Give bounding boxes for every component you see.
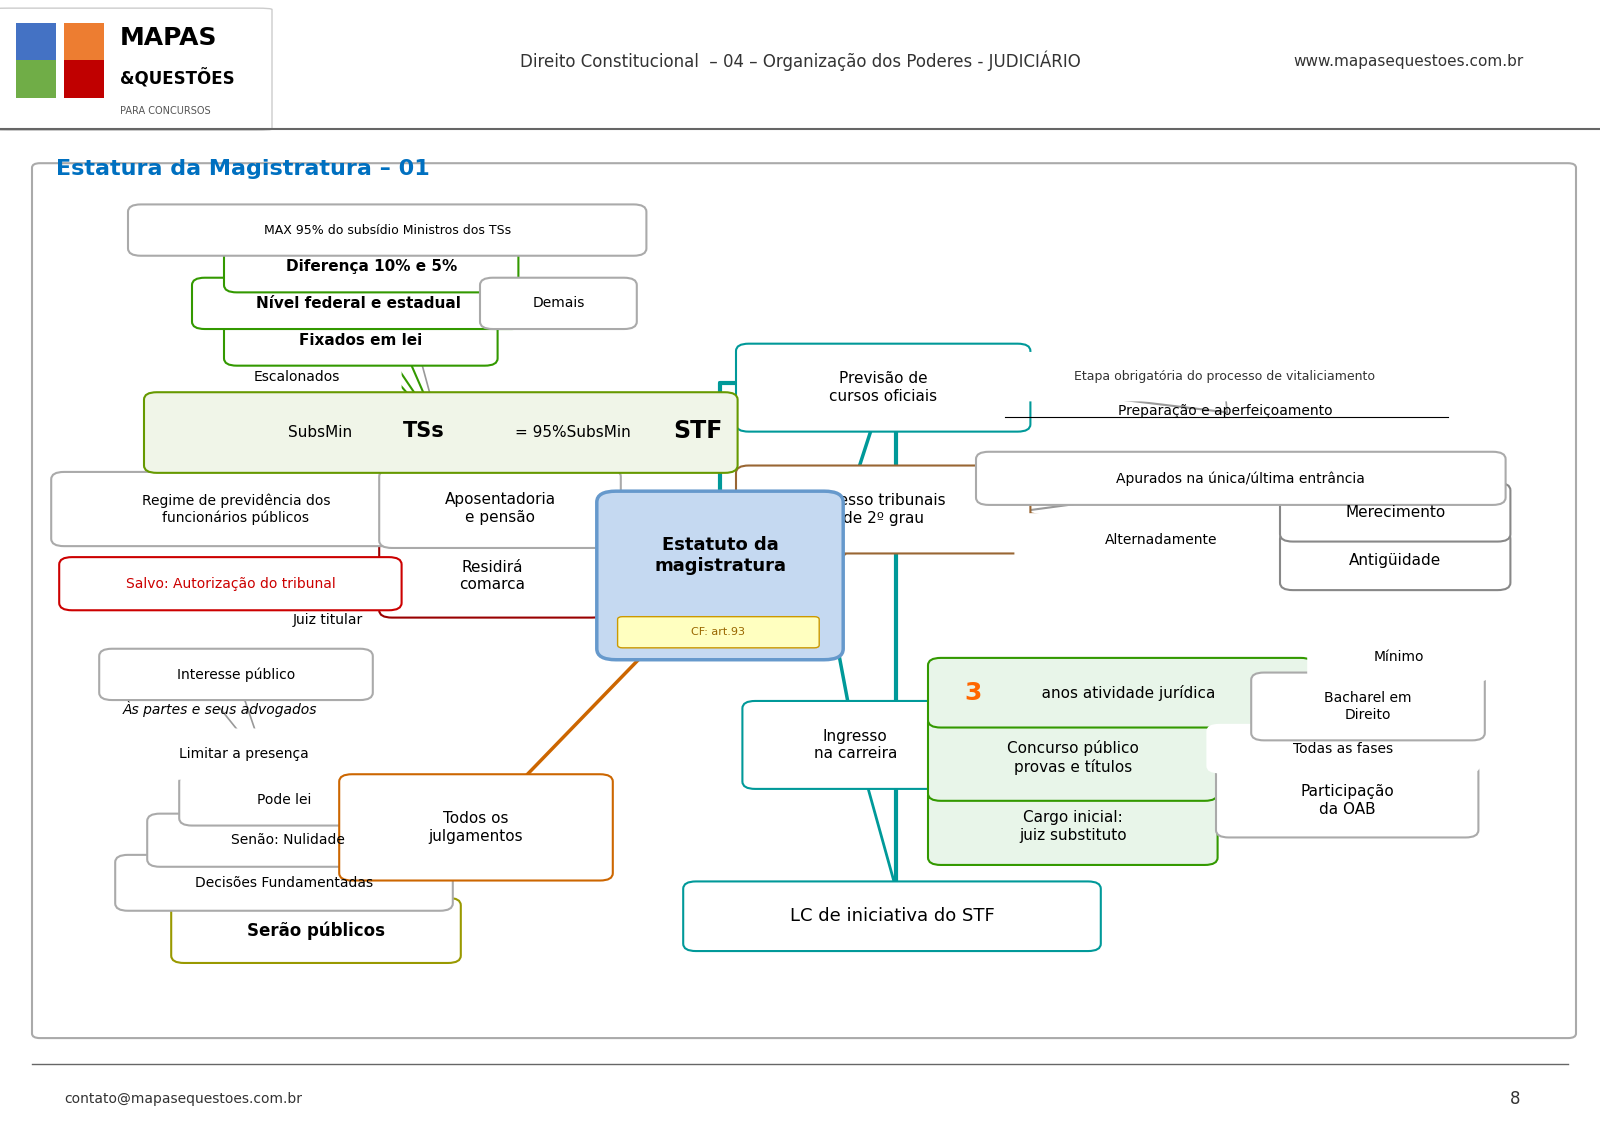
FancyBboxPatch shape — [99, 649, 373, 700]
Text: PARA CONCURSOS: PARA CONCURSOS — [120, 106, 211, 116]
Text: Decisões Fundamentadas: Decisões Fundamentadas — [195, 875, 373, 890]
Text: Aposentadoria
e pensão: Aposentadoria e pensão — [445, 492, 555, 525]
FancyBboxPatch shape — [99, 728, 389, 779]
FancyBboxPatch shape — [339, 775, 613, 881]
Text: Etapa obrigatória do processo de vitaliciamento: Etapa obrigatória do processo de vitalic… — [1074, 370, 1376, 383]
Text: Limitar a presença: Limitar a presença — [179, 748, 309, 761]
FancyBboxPatch shape — [976, 451, 1506, 504]
Text: Merecimento: Merecimento — [1346, 504, 1445, 520]
Text: = 95%SubsMin: = 95%SubsMin — [515, 425, 630, 440]
FancyBboxPatch shape — [64, 23, 104, 61]
FancyBboxPatch shape — [1307, 632, 1490, 682]
FancyBboxPatch shape — [16, 60, 56, 97]
FancyBboxPatch shape — [618, 616, 819, 648]
Text: Cargo inicial:
juiz substituto: Cargo inicial: juiz substituto — [1019, 810, 1126, 843]
Text: MAPAS: MAPAS — [120, 26, 218, 50]
Text: TSs: TSs — [403, 421, 445, 441]
FancyBboxPatch shape — [1280, 483, 1510, 542]
Text: Serão públicos: Serão públicos — [246, 921, 386, 940]
FancyBboxPatch shape — [179, 775, 389, 826]
FancyBboxPatch shape — [928, 658, 1314, 727]
Text: Todas as fases: Todas as fases — [1293, 742, 1394, 756]
FancyBboxPatch shape — [742, 701, 968, 789]
Text: Previsão de
cursos oficiais: Previsão de cursos oficiais — [829, 371, 938, 404]
Text: Demais: Demais — [533, 296, 584, 310]
FancyBboxPatch shape — [219, 596, 437, 645]
FancyBboxPatch shape — [379, 469, 621, 547]
FancyBboxPatch shape — [928, 788, 1218, 865]
FancyBboxPatch shape — [0, 8, 272, 130]
FancyBboxPatch shape — [1014, 513, 1309, 567]
Text: Estatura da Magistratura – 01: Estatura da Magistratura – 01 — [56, 158, 430, 179]
Text: STF: STF — [674, 418, 722, 442]
Text: Escalonados: Escalonados — [254, 370, 339, 383]
Text: Direito Constitucional  – 04 – Organização dos Poderes - JUDICIÁRIO: Direito Constitucional – 04 – Organizaçã… — [520, 51, 1080, 71]
Text: Senão: Nulidade: Senão: Nulidade — [230, 834, 346, 847]
Text: Alternadamente: Alternadamente — [1106, 533, 1218, 546]
FancyBboxPatch shape — [192, 278, 525, 329]
Text: &QUESTÕES: &QUESTÕES — [120, 69, 235, 88]
Text: 3: 3 — [965, 681, 981, 705]
FancyBboxPatch shape — [480, 278, 637, 329]
Text: SubsMin: SubsMin — [288, 425, 352, 440]
Text: Salvo: Autorização do tribunal: Salvo: Autorização do tribunal — [125, 577, 336, 590]
FancyBboxPatch shape — [1206, 724, 1480, 774]
Text: Estatuto da
magistratura: Estatuto da magistratura — [654, 536, 786, 575]
FancyBboxPatch shape — [115, 855, 453, 910]
FancyBboxPatch shape — [928, 715, 1218, 801]
Text: CF: art.93: CF: art.93 — [691, 628, 746, 637]
Text: Concurso público
provas e títulos: Concurso público provas e títulos — [1006, 741, 1139, 775]
FancyBboxPatch shape — [59, 558, 402, 611]
FancyBboxPatch shape — [1216, 763, 1478, 837]
FancyBboxPatch shape — [224, 314, 498, 365]
Text: Juiz titular: Juiz titular — [293, 613, 363, 628]
Text: Às partes e seus advogados: Às partes e seus advogados — [123, 701, 317, 717]
FancyBboxPatch shape — [64, 60, 104, 97]
Text: anos atividade jurídica: anos atividade jurídica — [1027, 684, 1214, 701]
Text: Todos os
julgamentos: Todos os julgamentos — [429, 811, 523, 844]
Text: contato@mapasequestoes.com.br: contato@mapasequestoes.com.br — [64, 1093, 302, 1106]
FancyBboxPatch shape — [597, 491, 843, 659]
Text: Pode lei: Pode lei — [258, 793, 310, 806]
Text: Preparação e aperfeiçoamento: Preparação e aperfeiçoamento — [1118, 404, 1333, 417]
Text: Participação
da OAB: Participação da OAB — [1301, 784, 1394, 817]
FancyBboxPatch shape — [16, 23, 56, 61]
Text: Antigüidade: Antigüidade — [1349, 553, 1442, 568]
FancyBboxPatch shape — [128, 205, 646, 256]
FancyBboxPatch shape — [224, 241, 518, 293]
Text: Bacharel em
Direito: Bacharel em Direito — [1325, 691, 1411, 722]
Text: Regime de previdência dos
funcionários públicos: Regime de previdência dos funcionários p… — [142, 493, 330, 525]
FancyBboxPatch shape — [736, 344, 1030, 432]
FancyBboxPatch shape — [1280, 532, 1510, 590]
FancyBboxPatch shape — [144, 392, 738, 473]
Text: Apurados na única/última entrância: Apurados na única/última entrância — [1117, 472, 1365, 485]
Text: Nível federal e estadual: Nível federal e estadual — [256, 296, 461, 311]
FancyBboxPatch shape — [171, 898, 461, 962]
Text: Interesse público: Interesse público — [178, 667, 294, 682]
Text: 8: 8 — [1509, 1090, 1520, 1108]
FancyBboxPatch shape — [51, 472, 421, 546]
FancyBboxPatch shape — [683, 881, 1101, 951]
FancyBboxPatch shape — [32, 163, 1576, 1038]
FancyBboxPatch shape — [736, 466, 1030, 553]
Text: Residirá
comarca: Residirá comarca — [459, 560, 525, 593]
Text: LC de iniciativa do STF: LC de iniciativa do STF — [790, 907, 994, 925]
Text: Acesso tribunais
de 2º grau: Acesso tribunais de 2º grau — [821, 493, 946, 526]
Text: MAX 95% do subsídio Ministros dos TSs: MAX 95% do subsídio Ministros dos TSs — [264, 224, 510, 236]
Text: Ingresso
na carreira: Ingresso na carreira — [813, 728, 898, 761]
FancyBboxPatch shape — [147, 813, 429, 866]
FancyBboxPatch shape — [976, 352, 1474, 402]
Text: Diferença 10% e 5%: Diferença 10% e 5% — [285, 259, 458, 274]
Text: Fixados em lei: Fixados em lei — [299, 333, 422, 347]
Text: Mínimo: Mínimo — [1373, 650, 1424, 664]
FancyBboxPatch shape — [379, 534, 605, 618]
FancyBboxPatch shape — [1251, 673, 1485, 741]
Text: www.mapasequestoes.com.br: www.mapasequestoes.com.br — [1293, 53, 1523, 69]
FancyBboxPatch shape — [192, 352, 402, 402]
